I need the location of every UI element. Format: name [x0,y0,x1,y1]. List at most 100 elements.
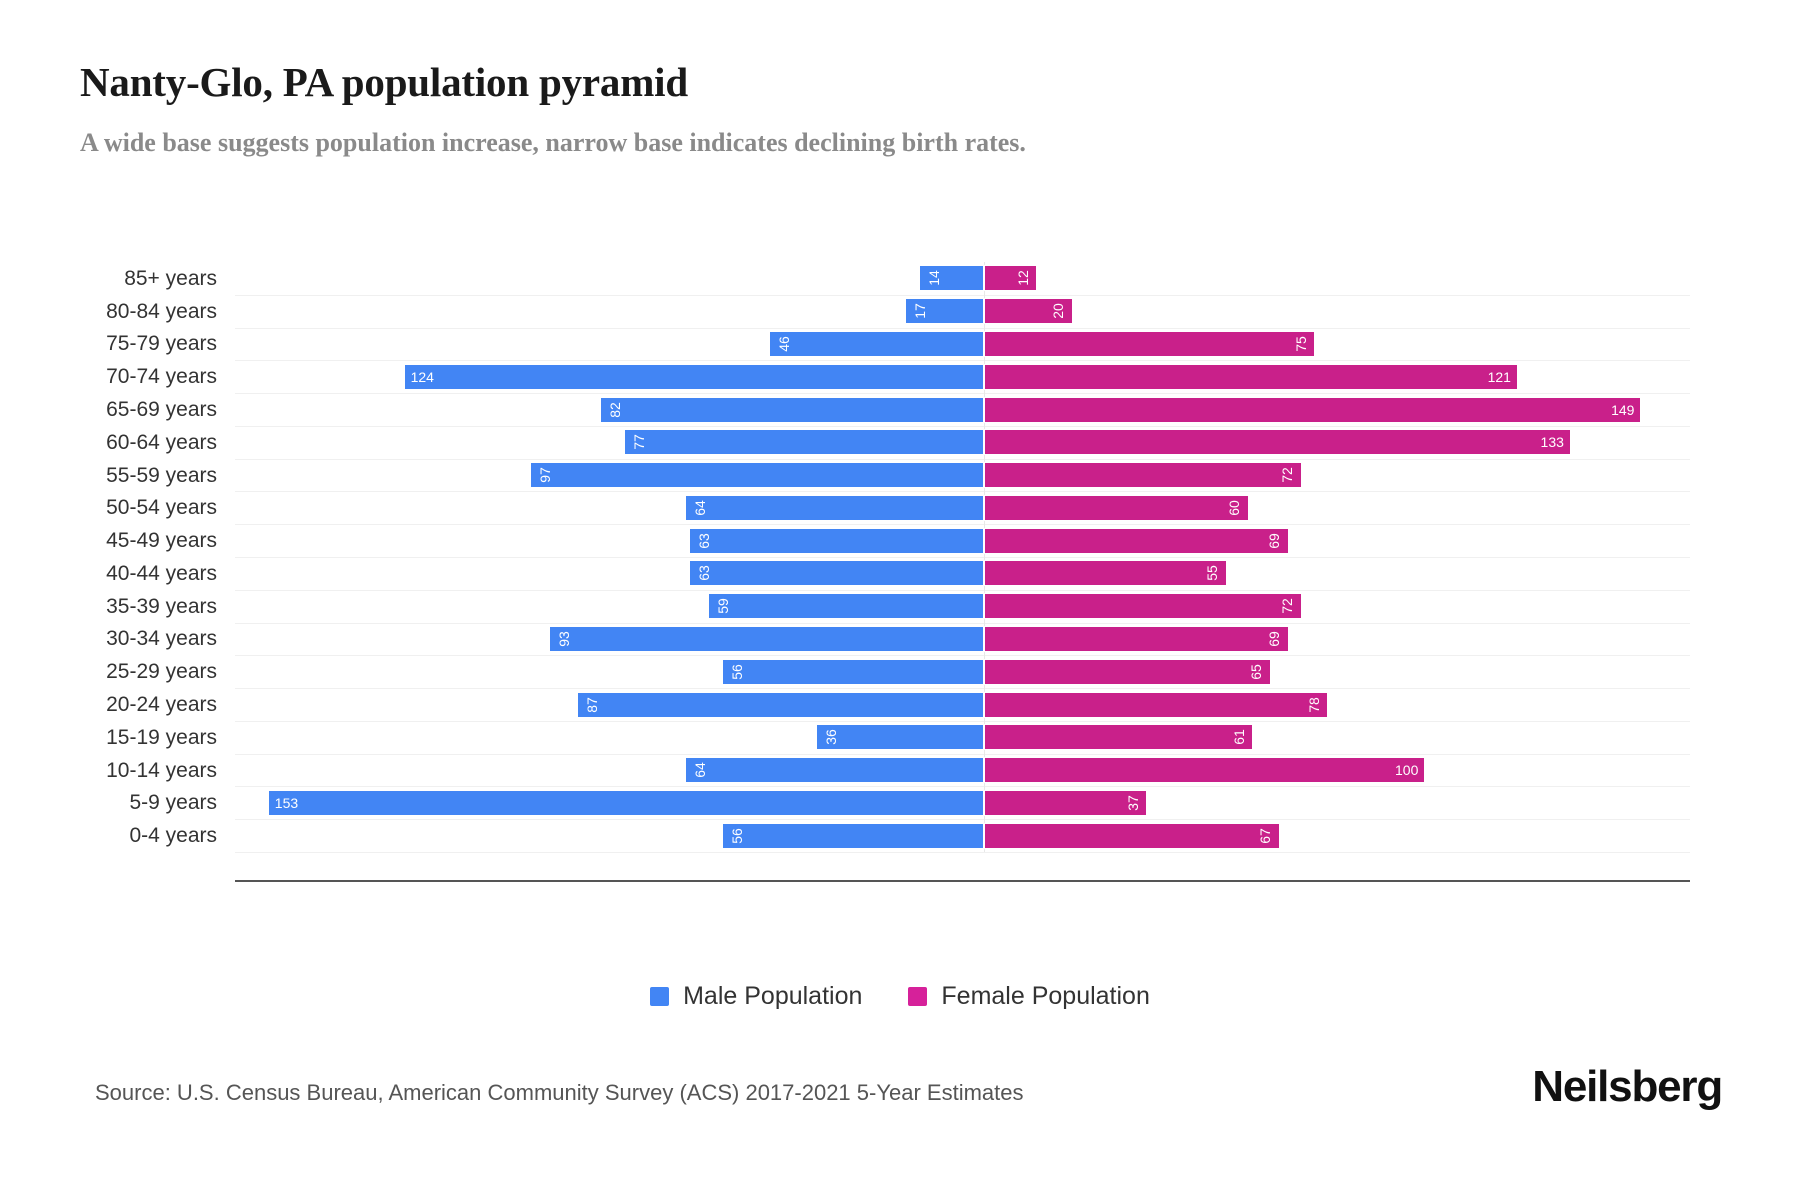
female-bar[interactable]: 60 [984,494,1249,521]
male-bar[interactable]: 63 [689,560,985,587]
female-bar[interactable]: 75 [984,330,1316,357]
male-bar[interactable]: 124 [403,363,985,390]
pyramid-row: 40-44 years 63 55 [106,557,1690,590]
bar-pair: 63 69 [235,527,1690,554]
male-value-label: 59 [714,598,731,614]
female-bar[interactable]: 69 [984,625,1289,652]
male-value-label: 46 [775,336,792,352]
legend-item-male[interactable]: Male Population [650,982,862,1011]
female-bar[interactable]: 72 [984,593,1302,620]
age-group-label: 50-54 years [106,496,217,520]
male-bar[interactable]: 64 [684,494,985,521]
age-group-label: 80-84 years [106,299,217,323]
pyramid-row: 80-84 years 17 20 [106,295,1690,328]
male-bar[interactable]: 77 [623,429,985,456]
age-group-label: 85+ years [124,266,217,290]
brand-logo: Neilsberg [1532,1062,1723,1111]
page-title: Nanty-Glo, PA population pyramid [80,59,688,105]
female-bar[interactable]: 12 [984,265,1038,292]
male-bar[interactable]: 56 [722,658,985,685]
bar-pair: 153 37 [235,789,1690,816]
bar-pair: 14 12 [235,265,1690,292]
bar-rows: 85+ years 14 12 80-84 years 17 20 75-79 years 4… [106,262,1690,852]
male-bar[interactable]: 14 [918,265,985,292]
female-bar[interactable]: 55 [984,560,1227,587]
male-value-label: 63 [696,565,713,582]
male-value-label: 36 [822,729,839,746]
bar-pair: 36 61 [235,724,1690,751]
female-value-label: 100 [1395,762,1419,779]
female-value-label: 75 [1292,336,1309,352]
pyramid-row: 0-4 years 56 67 [129,819,1690,852]
male-value-label: 87 [583,696,600,713]
population-pyramid-chart: 85+ years 14 12 80-84 years 17 20 75-79 years 4… [80,262,1720,912]
age-group-label: 55-59 years [106,463,217,487]
female-bar[interactable]: 65 [984,658,1271,685]
female-bar[interactable]: 133 [984,429,1571,456]
female-value-label: 60 [1226,500,1243,516]
male-value-label: 17 [911,303,928,319]
pyramid-row: 35-39 years 59 72 [106,590,1690,623]
female-bar[interactable]: 72 [984,462,1302,489]
age-group-label: 25-29 years [106,660,217,684]
female-bar[interactable]: 121 [984,363,1518,390]
bar-pair: 17 20 [235,298,1690,325]
male-value-label: 97 [536,467,553,483]
female-bar[interactable]: 37 [984,789,1148,816]
female-value-label: 55 [1204,565,1221,582]
male-bar[interactable]: 64 [684,757,985,784]
male-bar[interactable]: 87 [576,691,985,718]
bar-pair: 77 133 [235,429,1690,456]
female-value-label: 69 [1265,532,1282,549]
male-value-label: 64 [691,500,708,516]
plot-area: 85+ years 14 12 80-84 years 17 20 75-79 years 4… [106,262,1690,882]
male-value-label: 82 [607,401,624,418]
female-bar[interactable]: 20 [984,298,1073,325]
female-value-label: 78 [1305,696,1322,713]
bar-pair: 63 55 [235,560,1690,587]
pyramid-row: 45-49 years 63 69 [106,524,1690,557]
female-value-label: 20 [1049,303,1066,319]
male-bar[interactable]: 93 [548,625,985,652]
age-group-label: 10-14 years [106,758,217,782]
female-bar[interactable]: 69 [984,527,1289,554]
pyramid-row: 85+ years 14 12 [124,262,1690,295]
male-bar[interactable]: 63 [689,527,985,554]
female-bar[interactable]: 149 [984,396,1642,423]
male-value-label: 153 [274,794,299,811]
legend-label-female: Female Population [941,982,1150,1010]
female-bar[interactable]: 100 [984,757,1426,784]
bar-pair: 87 78 [235,691,1690,718]
male-bar[interactable]: 17 [904,298,985,325]
female-value-label: 67 [1257,827,1274,844]
female-bar[interactable]: 78 [984,691,1329,718]
male-bar[interactable]: 46 [768,330,985,357]
male-bar[interactable]: 153 [267,789,985,816]
male-value-label: 56 [728,663,745,680]
x-axis-line [235,880,1690,882]
male-bar[interactable]: 59 [708,593,985,620]
male-bar[interactable]: 36 [815,724,985,751]
pyramid-row: 20-24 years 87 78 [106,688,1690,721]
male-value-label: 124 [410,368,434,385]
male-bar[interactable]: 56 [722,822,985,849]
pyramid-row: 65-69 years 82 149 [106,393,1690,426]
male-bar[interactable]: 82 [600,396,985,423]
center-axis-line [984,262,986,852]
female-value-label: 72 [1279,467,1296,483]
male-value-label: 56 [728,827,745,844]
female-value-label: 133 [1540,434,1564,451]
female-bar[interactable]: 67 [984,822,1280,849]
bar-pair: 64 100 [235,757,1690,784]
female-value-label: 12 [1014,270,1031,287]
female-bar[interactable]: 61 [984,724,1254,751]
female-value-label: 72 [1279,598,1296,614]
male-value-label: 14 [925,270,942,287]
bar-pair: 97 72 [235,462,1690,489]
gridline [235,852,1690,853]
pyramid-row: 15-19 years 36 61 [106,721,1690,754]
male-bar[interactable]: 97 [530,462,985,489]
legend-item-female[interactable]: Female Population [908,982,1150,1011]
female-color-swatch-icon [908,987,928,1006]
age-group-label: 40-44 years [106,561,217,585]
